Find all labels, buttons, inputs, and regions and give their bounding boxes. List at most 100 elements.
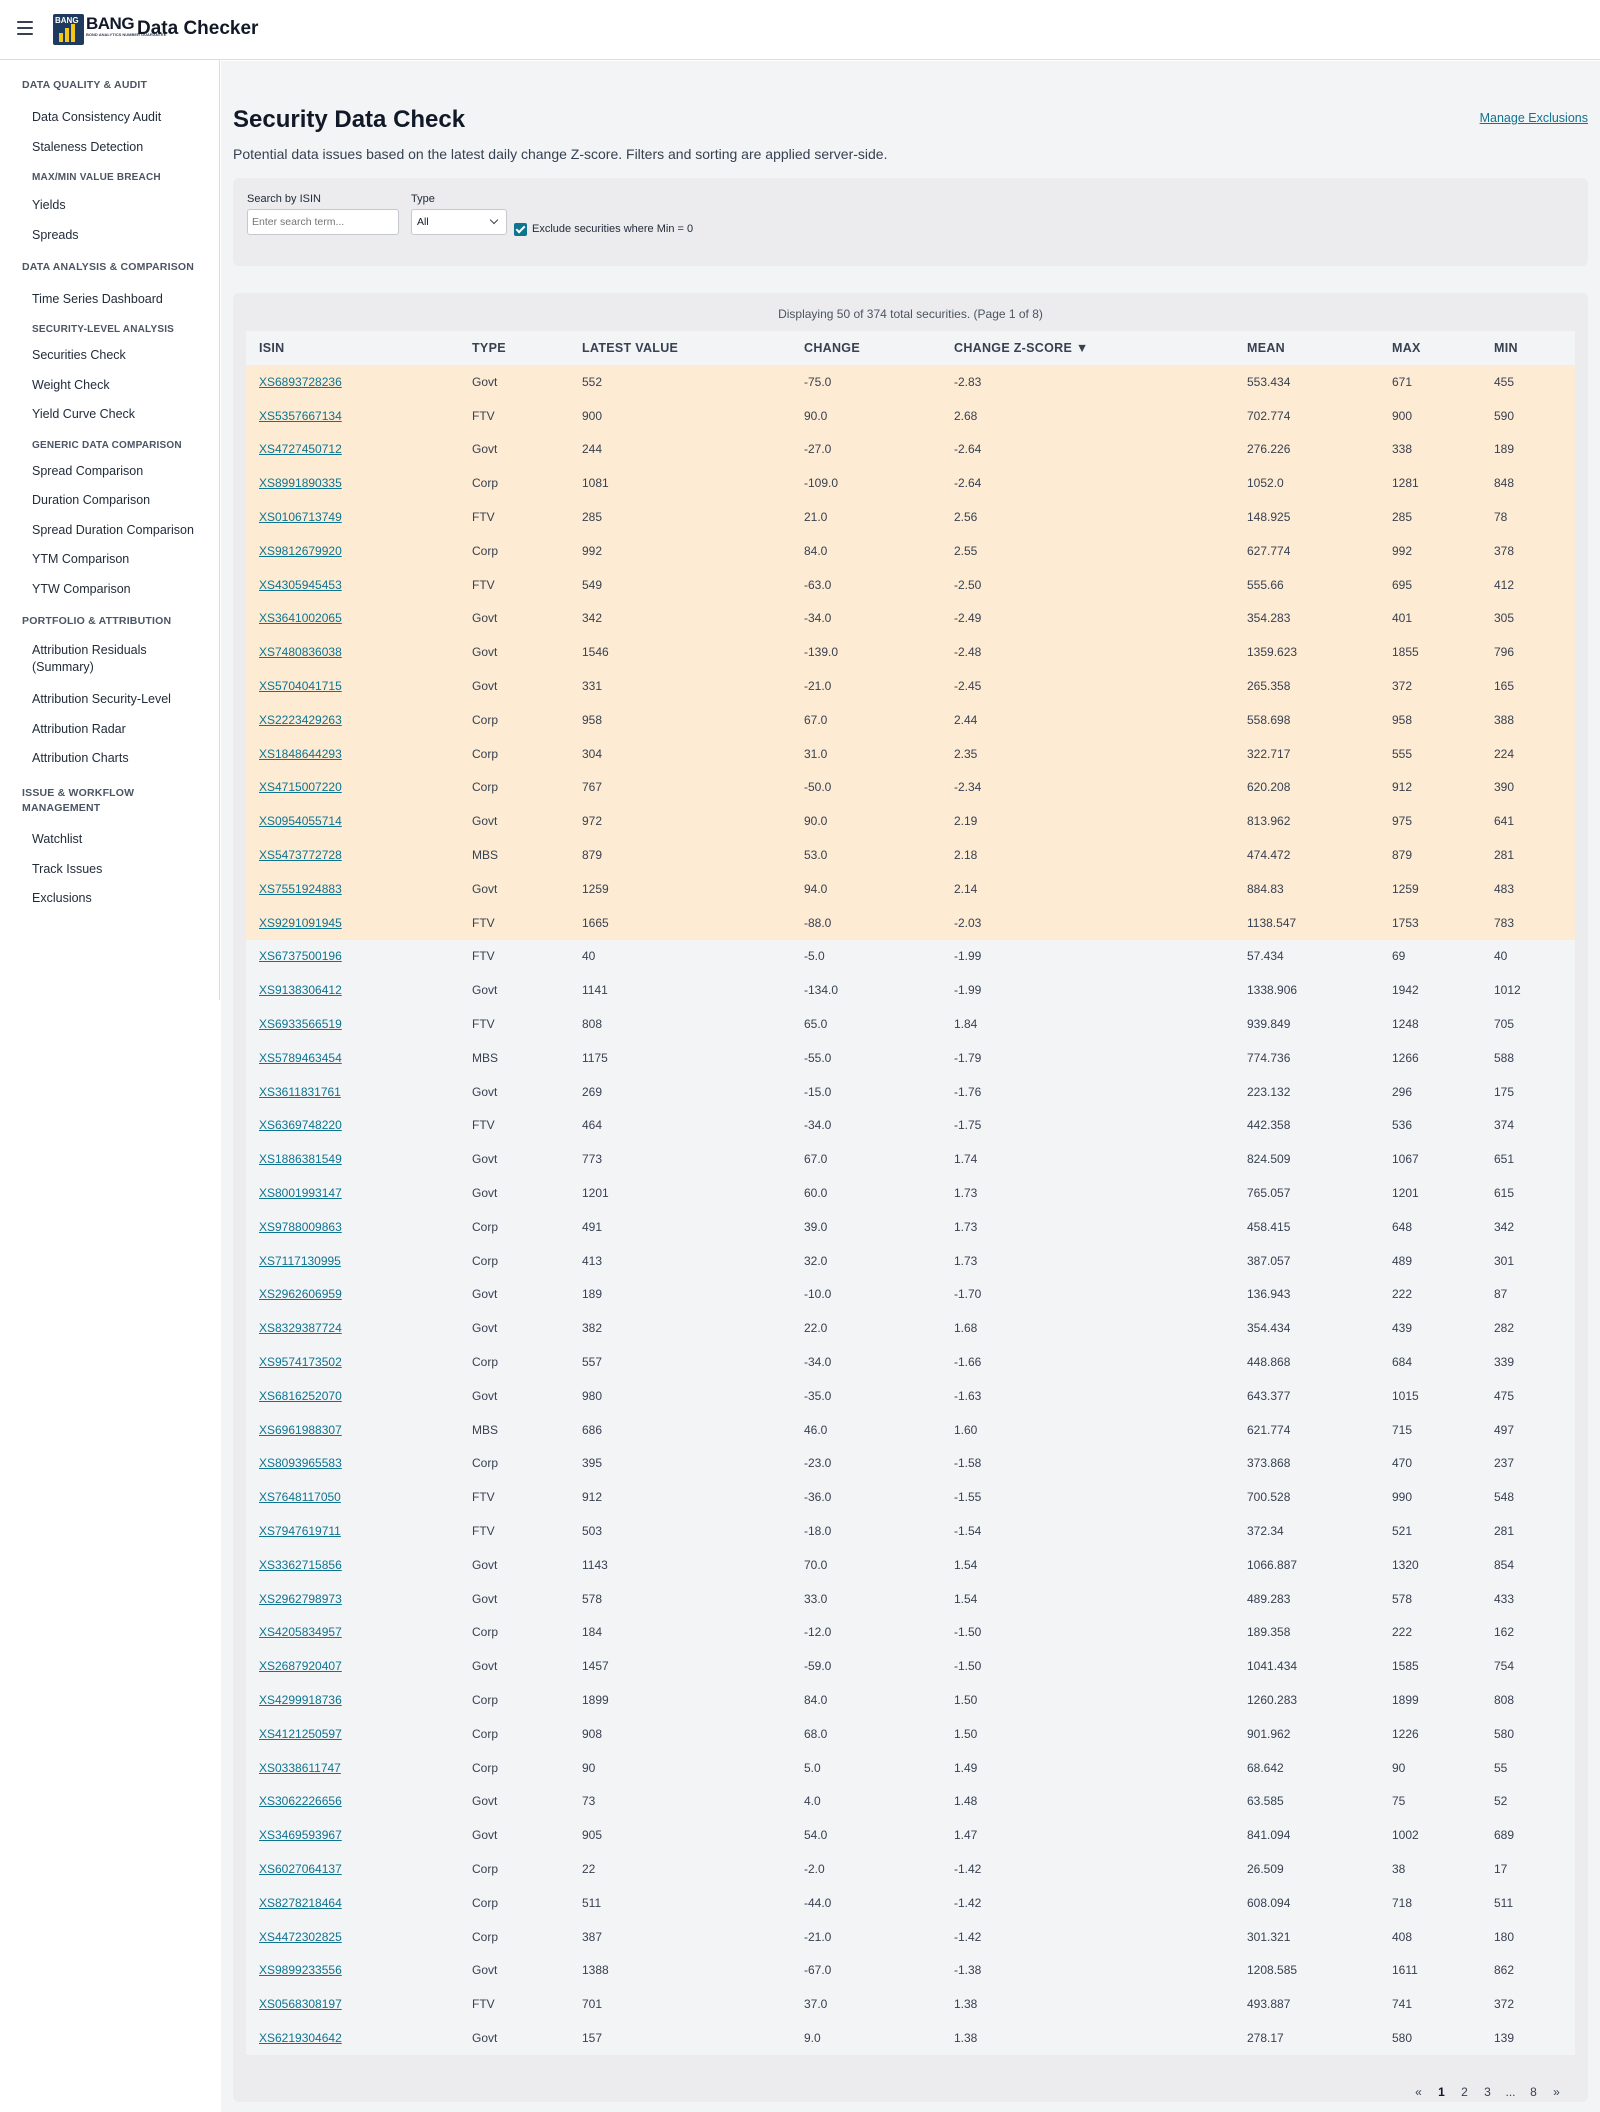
sidebar-item-weight-check[interactable]: Weight Check [32,378,110,392]
isin-link[interactable]: XS7947619711 [259,1523,341,1538]
isin-link[interactable]: XS9899233556 [259,1963,342,1978]
search-input[interactable] [247,209,399,235]
isin-link[interactable]: XS0954055714 [259,814,342,829]
isin-link[interactable]: XS9138306412 [259,983,342,998]
page-link[interactable]: 1 [1438,2085,1445,2099]
isin-link[interactable]: XS6893728236 [259,374,342,389]
isin-link[interactable]: XS6961988307 [259,1422,342,1437]
page-link[interactable]: 3 [1484,2085,1491,2099]
isin-link[interactable]: XS0338611747 [259,1760,341,1775]
isin-link[interactable]: XS3611831761 [259,1084,341,1099]
manage-exclusions-link[interactable]: Manage Exclusions [1479,111,1588,125]
isin-link[interactable]: XS7117130995 [259,1253,341,1268]
isin-link[interactable]: XS0568308197 [259,1997,342,2012]
isin-link[interactable]: XS3062226656 [259,1794,342,1809]
cell-mean: 1338.906 [1247,983,1298,998]
cell-change-z-score: 1.38 [954,1997,978,2012]
sidebar-item-spread-duration-comparison[interactable]: Spread Duration Comparison [32,523,194,537]
isin-link[interactable]: XS4715007220 [259,780,342,795]
isin-link[interactable]: XS1886381549 [259,1152,342,1167]
cell-min: 796 [1494,645,1515,660]
cell-max: 1320 [1392,1557,1419,1572]
isin-link[interactable]: XS2962606959 [259,1287,342,1302]
isin-link[interactable]: XS8001993147 [259,1186,342,1201]
cell-latest-value: 908 [582,1726,603,1741]
isin-link[interactable]: XS3469593967 [259,1828,342,1843]
sidebar-item-yields[interactable]: Yields [32,198,66,212]
sidebar-item-securities-check[interactable]: Securities Check [32,348,126,362]
isin-link[interactable]: XS6027064137 [259,1861,342,1876]
col-header-type[interactable]: TYPE [459,331,569,365]
cell-change: 68.0 [804,1726,828,1741]
menu-icon[interactable] [17,21,33,35]
isin-link[interactable]: XS8278218464 [259,1895,342,1910]
sidebar-item-watchlist[interactable]: Watchlist [32,832,83,846]
col-header-mean[interactable]: MEAN [1234,331,1379,365]
isin-link[interactable]: XS2687920407 [259,1659,342,1674]
sidebar-item-time-series-dashboard[interactable]: Time Series Dashboard [32,292,163,306]
isin-link[interactable]: XS0106713749 [259,510,342,525]
cell-change: 70.0 [804,1557,828,1572]
isin-link[interactable]: XS4121250597 [259,1726,342,1741]
isin-link[interactable]: XS8991890335 [259,476,342,491]
isin-link[interactable]: XS3362715856 [259,1557,342,1572]
sidebar-item-exclusions[interactable]: Exclusions [32,891,92,905]
sidebar-item-attribution-security-level[interactable]: Attribution Security-Level [32,692,171,706]
isin-link[interactable]: XS5789463454 [259,1050,342,1065]
sidebar-item-yield-curve-check[interactable]: Yield Curve Check [32,407,136,421]
sidebar-item-staleness-detection[interactable]: Staleness Detection [32,140,144,154]
exclude-min-zero-checkbox[interactable] [514,223,527,236]
col-header-change-z-score[interactable]: CHANGE Z-SCORE ▼ [941,331,1234,365]
isin-link[interactable]: XS6737500196 [259,949,342,964]
sidebar-item-ytw-comparison[interactable]: YTW Comparison [32,582,131,596]
sidebar-item-track-issues[interactable]: Track Issues [32,862,103,876]
isin-link[interactable]: XS6816252070 [259,1388,342,1403]
type-select[interactable]: All [411,209,507,235]
isin-link[interactable]: XS2223429263 [259,712,342,727]
page-link[interactable]: 8 [1530,2085,1537,2099]
isin-link[interactable]: XS7551924883 [259,881,342,896]
page-link[interactable]: ... [1505,2085,1516,2099]
page-link[interactable]: « [1415,2085,1422,2099]
isin-link[interactable]: XS5357667134 [259,408,342,423]
isin-link[interactable]: XS4727450712 [259,442,342,457]
sidebar-item-attribution-residuals[interactable]: Attribution Residuals (Summary) [32,643,147,674]
col-header-latest-value[interactable]: LATEST VALUE [569,331,791,365]
isin-link[interactable]: XS8093965583 [259,1456,342,1471]
isin-link[interactable]: XS9812679920 [259,543,342,558]
sidebar-item-spread-comparison[interactable]: Spread Comparison [32,464,144,478]
table-row: XS5473772728 MBS 879 53.0 2.18 474.472 879 281 [246,838,1575,872]
isin-link[interactable]: XS1848644293 [259,746,342,761]
sidebar-item-ytm-comparison[interactable]: YTM Comparison [32,552,130,566]
isin-link[interactable]: XS8329387724 [259,1321,342,1336]
isin-link[interactable]: XS4205834957 [259,1625,342,1640]
isin-link[interactable]: XS5704041715 [259,679,342,694]
isin-link[interactable]: XS6219304642 [259,2030,342,2045]
isin-link[interactable]: XS4299918736 [259,1692,342,1707]
isin-link[interactable]: XS6933566519 [259,1017,342,1032]
col-header-isin[interactable]: ISIN [246,331,459,365]
sidebar-item-spreads[interactable]: Spreads [32,228,79,242]
page-link[interactable]: » [1553,2085,1560,2099]
sidebar-item-duration-comparison[interactable]: Duration Comparison [32,493,151,507]
isin-link[interactable]: XS4472302825 [259,1929,342,1944]
col-header-min[interactable]: MIN [1481,331,1575,365]
sidebar-item-attribution-charts[interactable]: Attribution Charts [32,751,129,765]
isin-link[interactable]: XS7648117050 [259,1490,341,1505]
page-link[interactable]: 2 [1461,2085,1468,2099]
isin-link[interactable]: XS9788009863 [259,1219,342,1234]
isin-link[interactable]: XS4305945453 [259,577,342,592]
isin-link[interactable]: XS5473772728 [259,848,342,863]
cell-isin: XS6933566519 [246,1007,459,1041]
col-header-max[interactable]: MAX [1379,331,1481,365]
isin-link[interactable]: XS6369748220 [259,1118,342,1133]
sidebar-item-data-consistency-audit[interactable]: Data Consistency Audit [32,110,162,124]
isin-link[interactable]: XS9574173502 [259,1355,342,1369]
cell-change-z-score: 1.48 [954,1794,978,1809]
isin-link[interactable]: XS9291091945 [259,915,342,930]
isin-link[interactable]: XS2962798973 [259,1591,342,1606]
col-header-change[interactable]: CHANGE [791,331,941,365]
isin-link[interactable]: XS7480836038 [259,645,342,660]
sidebar-item-attribution-radar[interactable]: Attribution Radar [32,722,126,736]
isin-link[interactable]: XS3641002065 [259,611,342,626]
